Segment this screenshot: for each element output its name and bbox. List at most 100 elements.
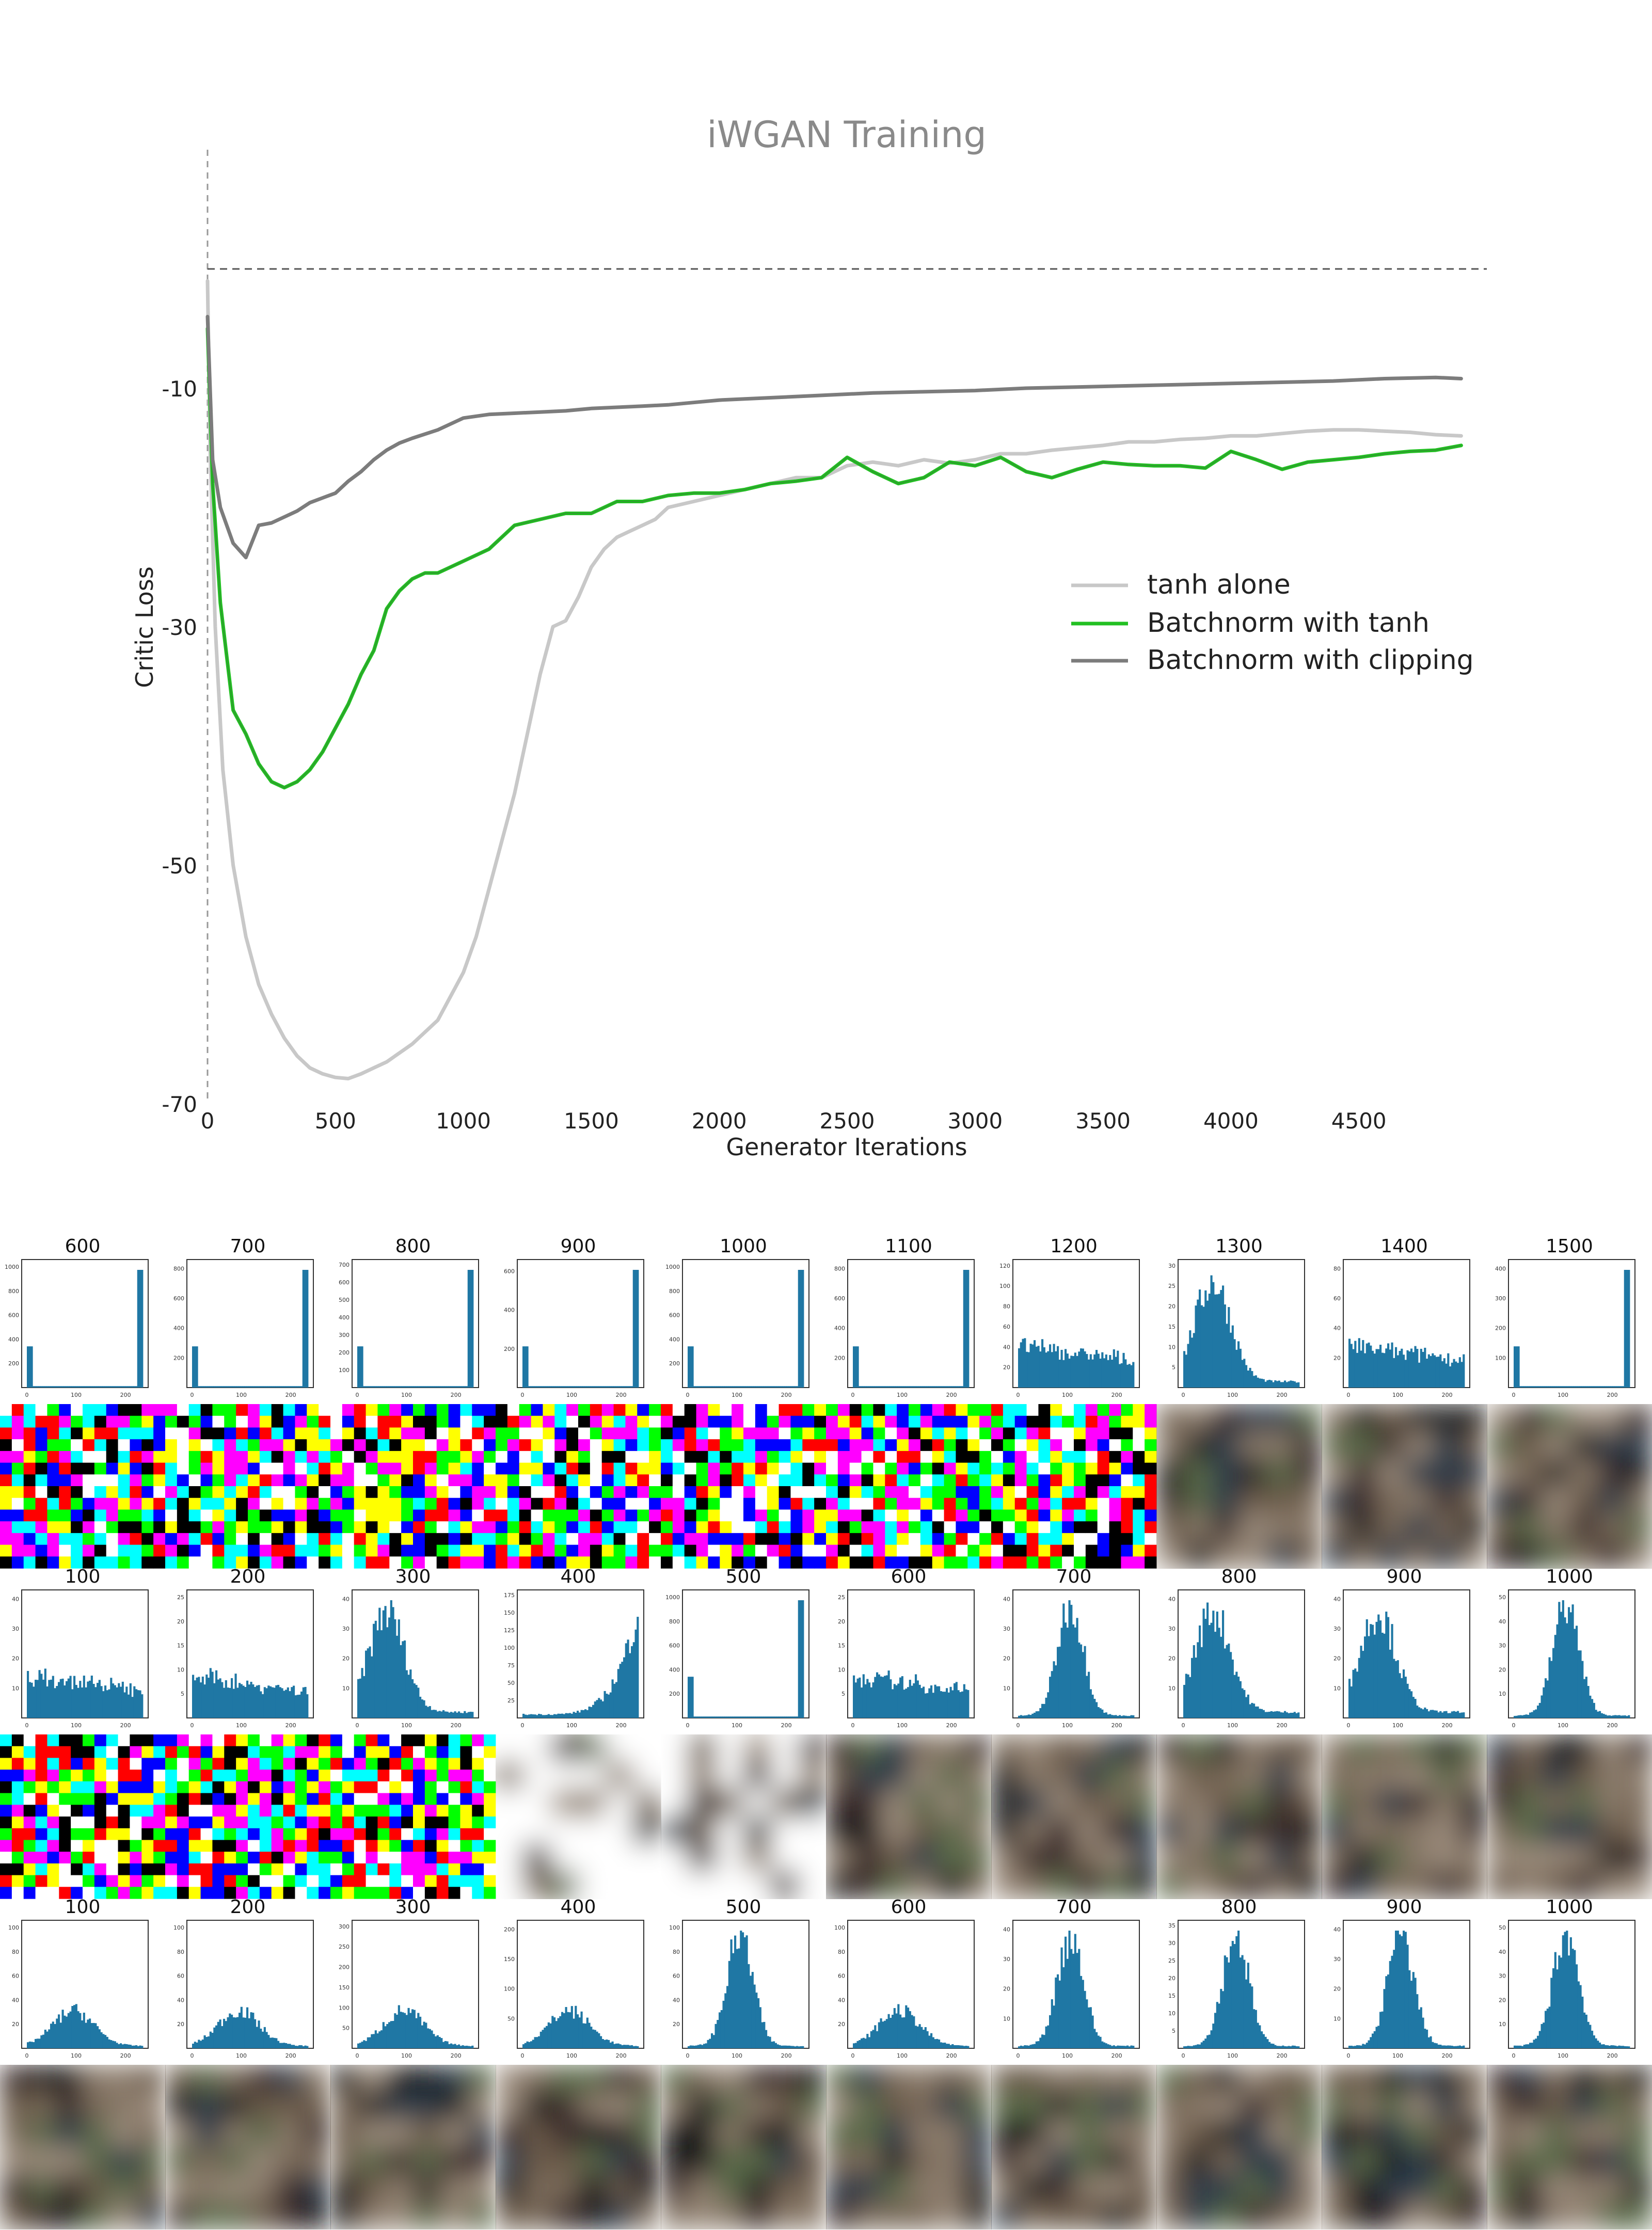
histogram-x-tick: 200 bbox=[451, 1392, 462, 1398]
histogram-bar bbox=[1105, 1354, 1107, 1388]
histogram-bar bbox=[106, 1386, 108, 1388]
histogram-bar bbox=[878, 2022, 880, 2048]
histogram-bar bbox=[1577, 1386, 1580, 1388]
histogram-bar bbox=[411, 1386, 414, 1388]
histogram-bar bbox=[1533, 2040, 1535, 2048]
histogram-bar bbox=[928, 2035, 931, 2048]
histogram-bar bbox=[1029, 2045, 1032, 2048]
histogram-bar bbox=[1602, 1714, 1605, 1718]
histogram-x-tick: 100 bbox=[236, 2052, 247, 2059]
histogram-bar bbox=[378, 2031, 381, 2048]
histogram-bar bbox=[1251, 1371, 1253, 1388]
histogram-bar bbox=[728, 1386, 730, 1388]
histogram-bar bbox=[98, 1680, 101, 1718]
histogram-bar bbox=[549, 2023, 552, 2048]
histogram-bar bbox=[1284, 1711, 1286, 1718]
histogram-bar bbox=[703, 1716, 706, 1718]
histogram-bar bbox=[102, 1691, 105, 1718]
generated-sample-image bbox=[496, 2065, 661, 2229]
histogram-bar bbox=[106, 1690, 108, 1718]
histogram-bar bbox=[63, 1685, 66, 1718]
histogram-bar bbox=[196, 1677, 198, 1718]
histogram-bar bbox=[1115, 1357, 1117, 1388]
histogram-y-tick: 20 bbox=[1168, 1975, 1176, 1982]
histogram-bar bbox=[938, 1386, 941, 1388]
histogram-bar bbox=[1022, 1715, 1024, 1718]
histogram-y-tick: 20 bbox=[838, 2021, 845, 2028]
histogram-bar bbox=[565, 2007, 567, 2048]
histogram-title: 100 bbox=[65, 1566, 101, 1587]
histogram-bar bbox=[567, 1713, 569, 1718]
histogram-bar bbox=[632, 2046, 635, 2048]
histogram-bar bbox=[30, 1346, 33, 1388]
histogram-bar bbox=[895, 2013, 898, 2048]
histogram-bar bbox=[1065, 1622, 1067, 1718]
histogram-bar bbox=[930, 1386, 933, 1388]
histogram-bar bbox=[66, 1681, 68, 1718]
histogram-bar bbox=[48, 1680, 51, 1718]
histogram-bar bbox=[954, 1683, 956, 1718]
histogram-bar bbox=[693, 2045, 696, 2048]
histogram-title: 200 bbox=[230, 1897, 266, 1918]
histogram-bar bbox=[1245, 1697, 1248, 1718]
histogram-bar bbox=[1379, 1620, 1382, 1718]
histogram-bar bbox=[1566, 1386, 1568, 1388]
histogram-bar bbox=[712, 2035, 715, 2048]
generated-sample-image bbox=[165, 2065, 331, 2229]
histogram-bar bbox=[367, 2037, 369, 2048]
histogram-bar bbox=[40, 1386, 43, 1388]
histogram-bar bbox=[884, 1676, 886, 1718]
histogram-bar bbox=[1365, 1343, 1368, 1388]
histogram-bar bbox=[934, 1386, 936, 1388]
histogram-x-tick: 100 bbox=[71, 2052, 82, 2059]
histogram-bar bbox=[637, 2046, 639, 2048]
histogram-title: 300 bbox=[395, 1566, 431, 1587]
histogram-bar bbox=[926, 1386, 929, 1388]
histogram-y-tick: 10 bbox=[1168, 1344, 1176, 1350]
histogram-bar bbox=[1529, 1712, 1532, 1718]
histogram-bar bbox=[1051, 1999, 1053, 2048]
histogram-bar bbox=[467, 1270, 470, 1388]
histogram-bar bbox=[1076, 1618, 1078, 1718]
histogram-bar bbox=[1226, 1324, 1228, 1388]
histogram-bar bbox=[705, 1716, 707, 1718]
histogram-bar bbox=[547, 2022, 550, 2048]
histogram-bar bbox=[1026, 2045, 1028, 2048]
histogram-bar bbox=[862, 1674, 865, 1718]
histogram-bar bbox=[699, 2044, 702, 2048]
histogram-bar bbox=[699, 1386, 702, 1388]
series-line-batchnorm-with-clipping bbox=[205, 314, 1463, 560]
histogram-bar bbox=[1368, 1636, 1370, 1718]
histogram-bar bbox=[1391, 1624, 1393, 1718]
histogram-x-tick: 0 bbox=[25, 2052, 29, 2059]
histogram-bar bbox=[590, 1707, 593, 1718]
histogram-y-tick: 20 bbox=[1499, 1997, 1506, 2003]
histogram-bar bbox=[1577, 1650, 1580, 1718]
histogram-y-tick: 600 bbox=[834, 1295, 845, 1302]
histogram-bar bbox=[1587, 2021, 1590, 2048]
histogram-bar bbox=[528, 1714, 531, 1718]
histogram-bar bbox=[242, 2017, 245, 2048]
histogram-bar bbox=[1122, 2046, 1125, 2048]
histogram-bar bbox=[565, 1713, 567, 1718]
histogram-bar bbox=[71, 2005, 74, 2048]
histogram-bar bbox=[1531, 1386, 1533, 1388]
histogram-y-tick: 250 bbox=[339, 1944, 350, 1950]
histogram-bar bbox=[129, 1386, 132, 1388]
histogram-bar bbox=[300, 2045, 303, 2048]
histogram-bar bbox=[1437, 1357, 1440, 1388]
histogram-bar bbox=[458, 1386, 460, 1388]
histogram-bar bbox=[456, 2045, 458, 2048]
histogram-bar bbox=[1408, 1970, 1411, 2048]
histogram-bar bbox=[790, 1386, 792, 1388]
histogram-y-tick: 75 bbox=[507, 1662, 515, 1669]
histogram-bar bbox=[536, 2037, 538, 2048]
histogram-bar bbox=[298, 2045, 301, 2048]
x-tick-label: 4000 bbox=[1203, 1108, 1259, 1134]
histogram-bar bbox=[717, 1716, 719, 1718]
histogram-x-tick: 200 bbox=[285, 1392, 296, 1398]
histogram-bar bbox=[469, 1712, 472, 1718]
y-axis-ticks: -70-50-30-10 bbox=[162, 376, 197, 1117]
